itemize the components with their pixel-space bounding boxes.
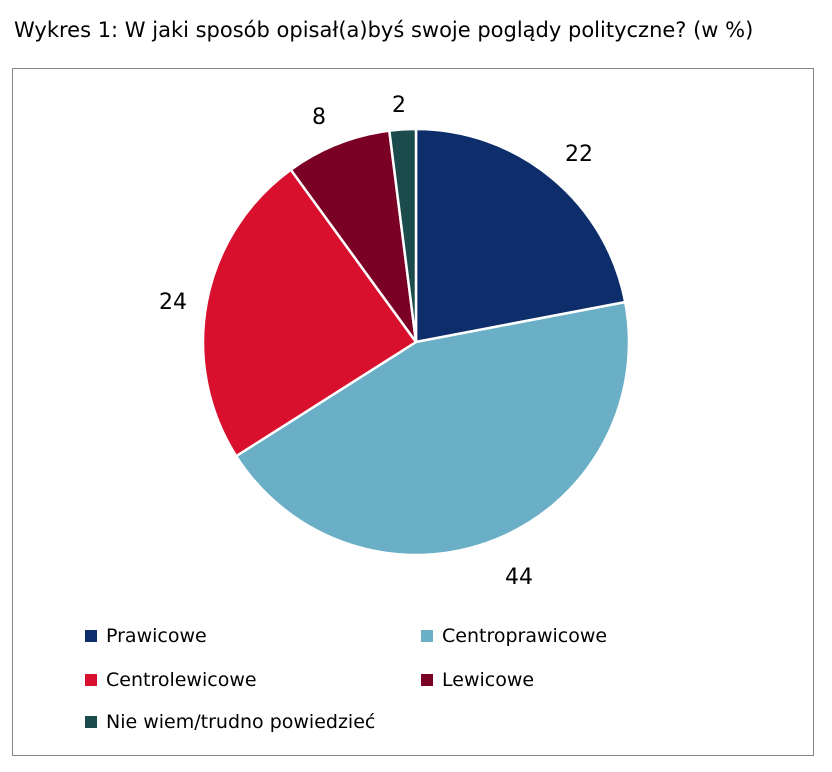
data-label-1: 22 <box>565 142 593 167</box>
pie-slice-4 <box>289 129 418 343</box>
data-label-5: 2 <box>392 93 406 118</box>
pie-slice-2 <box>234 300 631 557</box>
pie-slice-5 <box>387 127 418 343</box>
pie-chart: 22 44 24 8 2 <box>159 93 631 590</box>
data-label-2: 44 <box>505 565 533 590</box>
chart-frame: 22 44 24 8 2 Prawicowe Centroprawicowe Centrol… <box>12 68 814 756</box>
pie-slice-3 <box>201 167 418 458</box>
pie-slice-1 <box>414 127 627 344</box>
data-label-3: 24 <box>159 290 187 315</box>
chart-title: Wykres 1: W jaki sposób opisał(a)byś swo… <box>14 18 754 42</box>
data-label-4: 8 <box>312 105 326 130</box>
